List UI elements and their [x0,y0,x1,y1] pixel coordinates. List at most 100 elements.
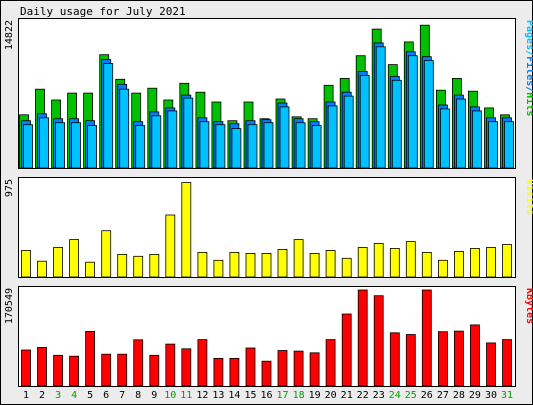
bar-visits-day-1 [21,249,31,278]
bar-pages-day-1 [23,124,33,169]
x-tick-day-9: 9 [151,390,157,401]
panel-mid-ymax-label: 975 [4,179,15,197]
panel-top-legend-item-0: Pages [524,20,533,50]
bar-visits-day-31 [502,244,512,278]
x-tick-day-26: 26 [421,390,433,401]
x-tick-day-29: 29 [469,390,481,401]
bar-kbytes-day-22 [357,289,368,387]
bar-pages-day-13 [215,124,226,169]
bar-visits-day-5 [85,261,95,278]
x-tick-day-4: 4 [71,390,77,401]
bar-pages-day-14 [231,128,242,169]
bar-pages-day-15 [247,124,258,169]
bar-pages-day-11 [183,97,194,169]
bar-visits-day-18 [293,239,304,278]
x-tick-day-23: 23 [373,390,385,401]
bar-kbytes-day-5 [85,330,95,387]
bar-pages-day-5 [87,125,97,169]
panel-bot-legend-item-0: KBytes [524,288,533,324]
bar-kbytes-day-11 [181,348,192,387]
x-tick-day-20: 20 [325,390,337,401]
bar-pages-day-6 [103,63,114,169]
bar-kbytes-day-23 [373,295,384,387]
panel-mid-legend: Visits [524,179,533,215]
bar-kbytes-day-18 [293,350,304,387]
panel-top-ymax-label: 14822 [4,20,15,50]
chart-panels: 14822Pages/Files/Hits975Visits170549KByt… [4,18,533,387]
bar-kbytes-day-4 [69,355,79,387]
bar-visits-day-28 [453,250,464,278]
bar-pages-day-4 [71,122,81,169]
x-tick-day-28: 28 [453,390,465,401]
bar-kbytes-day-3 [53,354,63,387]
bar-kbytes-day-2 [37,346,47,387]
x-tick-day-31: 31 [501,390,513,401]
bar-kbytes-day-24 [389,332,400,387]
bar-kbytes-day-28 [453,330,464,387]
x-tick-day-15: 15 [244,390,256,401]
bar-pages-day-3 [55,122,65,169]
panel-bot-ymax-label: 170549 [4,288,15,324]
x-tick-day-21: 21 [341,390,353,401]
chart-title: Daily usage for July 2021 [20,5,186,18]
bar-visits-day-25 [405,241,416,278]
bar-pages-day-31 [504,121,514,169]
panel-top-legend-item-2: Files [524,56,533,86]
bar-kbytes-day-19 [309,352,320,387]
bar-visits-day-3 [53,247,63,278]
x-tick-day-7: 7 [119,390,125,401]
bar-kbytes-day-25 [405,334,416,387]
bar-kbytes-day-10 [165,343,176,387]
x-tick-day-11: 11 [180,390,192,401]
bar-kbytes-day-13 [213,357,224,387]
bar-visits-day-9 [149,253,160,278]
bar-pages-day-21 [343,95,354,169]
bar-pages-day-2 [39,117,49,169]
bar-kbytes-day-16 [261,360,272,387]
x-tick-day-3: 3 [55,390,61,401]
x-tick-day-10: 10 [164,390,176,401]
bar-visits-day-29 [469,247,480,278]
bar-pages-day-9 [151,115,162,169]
bar-visits-day-30 [486,247,496,278]
x-tick-day-24: 24 [389,390,401,401]
bar-visits-day-11 [181,182,192,278]
bar-kbytes-day-8 [133,339,144,387]
x-tick-day-25: 25 [405,390,417,401]
bar-pages-day-22 [359,75,370,169]
bar-kbytes-day-12 [197,339,208,387]
bar-kbytes-day-17 [277,350,288,387]
x-tick-day-17: 17 [276,390,288,401]
bar-pages-day-24 [391,79,402,169]
bar-visits-day-17 [277,248,288,278]
bar-visits-day-6 [101,230,112,278]
bar-pages-day-17 [279,106,290,169]
bar-visits-day-23 [373,243,384,278]
bar-kbytes-day-6 [101,353,112,387]
bar-visits-day-7 [117,253,128,278]
x-tick-day-30: 30 [485,390,497,401]
x-tick-day-18: 18 [293,390,305,401]
x-tick-day-5: 5 [87,390,93,401]
bar-visits-day-22 [357,247,368,278]
bar-pages-day-29 [471,110,482,169]
bar-visits-day-12 [197,251,208,278]
x-tick-day-2: 2 [39,390,45,401]
bar-visits-day-20 [325,249,336,278]
bar-visits-day-24 [389,247,400,278]
bar-visits-day-4 [69,239,79,278]
bar-visits-day-15 [245,252,256,278]
panel-bot: 170549 KBytes [4,286,533,387]
bar-pages-day-10 [167,110,178,169]
bar-kbytes-day-30 [486,342,496,387]
bar-kbytes-day-15 [245,347,256,387]
bar-kbytes-day-29 [469,324,480,387]
bar-pages-day-16 [263,122,274,169]
panel-top-legend-item-3: / [524,86,533,92]
panel-top-legend-item-4: Hits [524,92,533,116]
x-tick-day-19: 19 [309,390,321,401]
bar-kbytes-day-7 [117,353,128,387]
bar-visits-day-14 [229,251,240,278]
bar-visits-day-21 [341,257,352,278]
